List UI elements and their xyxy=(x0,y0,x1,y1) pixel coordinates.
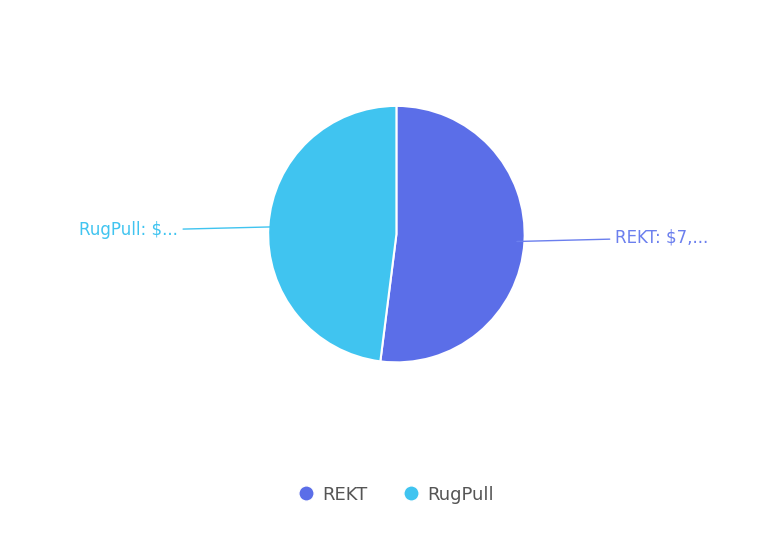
Wedge shape xyxy=(268,106,396,361)
Text: REKT: $7,...: REKT: $7,... xyxy=(517,229,709,247)
Text: RugPull: $...: RugPull: $... xyxy=(78,221,276,240)
Wedge shape xyxy=(380,106,525,362)
Legend: REKT, RugPull: REKT, RugPull xyxy=(292,479,501,511)
